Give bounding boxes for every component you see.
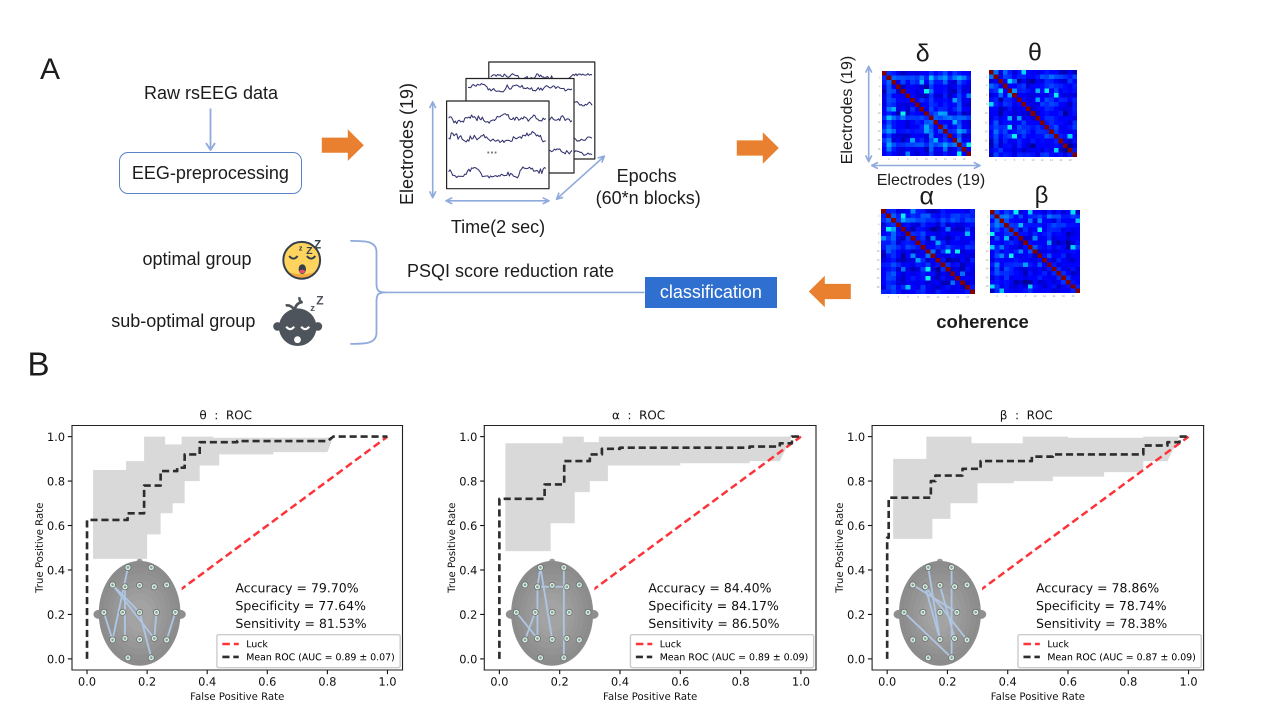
svg-text:16: 16 bbox=[956, 295, 959, 299]
svg-text:12: 12 bbox=[986, 258, 989, 262]
svg-text:4: 4 bbox=[898, 295, 900, 299]
svg-text:Z: Z bbox=[316, 294, 323, 308]
svg-text:2: 2 bbox=[878, 213, 880, 217]
svg-text:10: 10 bbox=[878, 111, 881, 115]
svg-text:8: 8 bbox=[1023, 158, 1025, 162]
svg-text:10: 10 bbox=[927, 295, 930, 299]
svg-text:4: 4 bbox=[878, 222, 880, 226]
svg-text:18: 18 bbox=[985, 148, 988, 152]
svg-text:10: 10 bbox=[925, 157, 928, 161]
svg-text:2: 2 bbox=[995, 158, 997, 162]
svg-text:18: 18 bbox=[877, 285, 880, 289]
svg-text:Z: Z bbox=[306, 245, 313, 257]
svg-text:8: 8 bbox=[879, 102, 881, 106]
svg-text:12: 12 bbox=[934, 157, 937, 161]
svg-text:4: 4 bbox=[1006, 294, 1008, 298]
svg-text:14: 14 bbox=[1052, 294, 1055, 298]
svg-text:6: 6 bbox=[907, 157, 909, 161]
svg-text:16: 16 bbox=[877, 276, 880, 280]
svg-text:4: 4 bbox=[987, 223, 989, 227]
svg-text:12: 12 bbox=[878, 120, 881, 124]
svg-text:6: 6 bbox=[879, 93, 881, 97]
svg-text:8: 8 bbox=[986, 102, 988, 106]
svg-text:12: 12 bbox=[1041, 158, 1044, 162]
svg-text:6: 6 bbox=[987, 232, 989, 236]
svg-text:2: 2 bbox=[888, 295, 890, 299]
svg-text:2: 2 bbox=[986, 75, 988, 79]
svg-text:14: 14 bbox=[1050, 158, 1053, 162]
svg-text:16: 16 bbox=[1062, 294, 1065, 298]
svg-text:16: 16 bbox=[1059, 158, 1062, 162]
svg-text:18: 18 bbox=[1069, 158, 1072, 162]
svg-text:2: 2 bbox=[996, 294, 998, 298]
svg-text:6: 6 bbox=[986, 93, 988, 97]
svg-text:4: 4 bbox=[879, 84, 881, 88]
svg-text:10: 10 bbox=[985, 111, 988, 115]
svg-text:14: 14 bbox=[944, 157, 947, 161]
svg-text:18: 18 bbox=[878, 147, 881, 151]
svg-text:8: 8 bbox=[917, 295, 919, 299]
svg-text:6: 6 bbox=[1015, 294, 1017, 298]
svg-text:6: 6 bbox=[1014, 158, 1016, 162]
svg-text:14: 14 bbox=[878, 129, 881, 133]
svg-text:14: 14 bbox=[877, 267, 880, 271]
svg-text:12: 12 bbox=[1043, 294, 1046, 298]
svg-text:Z: Z bbox=[314, 239, 321, 251]
svg-text:4: 4 bbox=[1004, 158, 1006, 162]
svg-text:14: 14 bbox=[985, 129, 988, 133]
svg-text:8: 8 bbox=[1025, 294, 1027, 298]
svg-text:2: 2 bbox=[888, 157, 890, 161]
svg-text:z: z bbox=[310, 303, 315, 314]
svg-text:14: 14 bbox=[946, 295, 949, 299]
svg-text:16: 16 bbox=[985, 139, 988, 143]
svg-text:4: 4 bbox=[986, 84, 988, 88]
svg-text:10: 10 bbox=[1034, 294, 1037, 298]
svg-text:8: 8 bbox=[987, 240, 989, 244]
svg-text:16: 16 bbox=[878, 138, 881, 142]
svg-text:10: 10 bbox=[877, 249, 880, 253]
svg-text:12: 12 bbox=[877, 258, 880, 262]
svg-text:18: 18 bbox=[966, 295, 969, 299]
svg-text:8: 8 bbox=[878, 240, 880, 244]
svg-text:z: z bbox=[299, 243, 303, 252]
svg-text:14: 14 bbox=[986, 267, 989, 271]
svg-text:2: 2 bbox=[879, 75, 881, 79]
svg-text:12: 12 bbox=[985, 120, 988, 124]
svg-text:6: 6 bbox=[907, 295, 909, 299]
svg-text:16: 16 bbox=[953, 157, 956, 161]
svg-text:10: 10 bbox=[1032, 158, 1035, 162]
svg-text:18: 18 bbox=[1071, 294, 1074, 298]
svg-text:2: 2 bbox=[987, 214, 989, 218]
svg-text:...: ... bbox=[487, 142, 498, 157]
svg-text:18: 18 bbox=[986, 284, 989, 288]
svg-text:4: 4 bbox=[898, 157, 900, 161]
svg-text:16: 16 bbox=[986, 275, 989, 279]
svg-text:6: 6 bbox=[878, 231, 880, 235]
svg-text:10: 10 bbox=[986, 249, 989, 253]
svg-text:8: 8 bbox=[916, 157, 918, 161]
svg-text:12: 12 bbox=[936, 295, 939, 299]
svg-text:18: 18 bbox=[963, 157, 966, 161]
